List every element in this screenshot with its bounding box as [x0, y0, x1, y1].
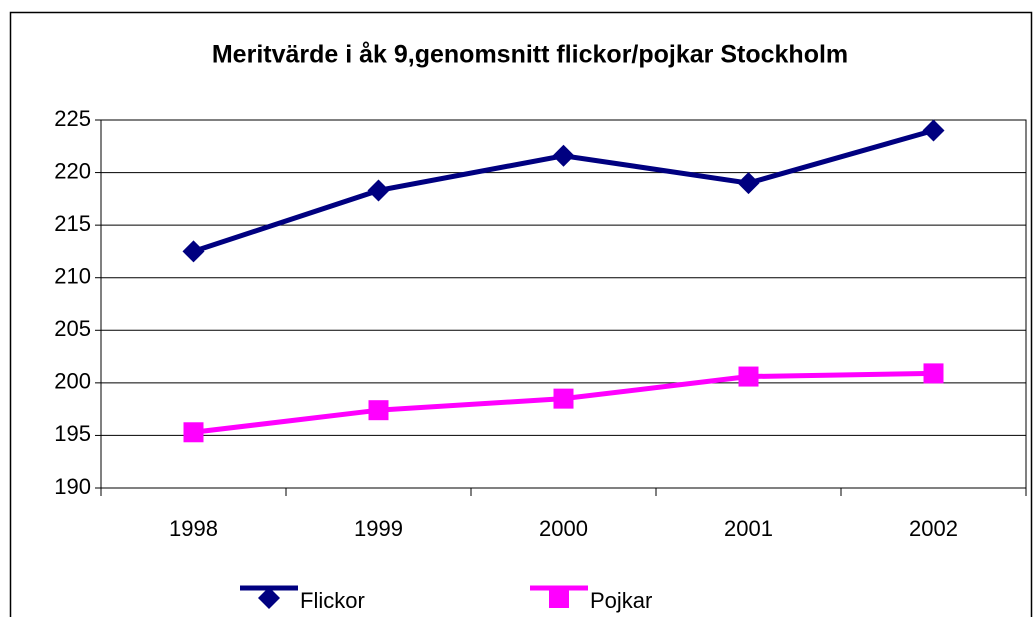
marker: [367, 179, 390, 202]
y-tick-label: 220: [54, 158, 91, 183]
x-tick-label: 1999: [354, 516, 403, 541]
y-tick-label: 215: [54, 211, 91, 236]
y-tick-label: 225: [54, 106, 91, 131]
marker: [549, 588, 569, 608]
marker: [738, 366, 759, 387]
y-tick-label: 195: [54, 421, 91, 446]
x-tick-label: 2000: [539, 516, 588, 541]
plot-area: [100, 119, 1027, 489]
chart-border: [9, 11, 1033, 617]
y-tick-label: 200: [54, 369, 91, 394]
chart-title: Meritvärde i åk 9,genomsnitt flickor/poj…: [212, 41, 848, 69]
marker: [922, 119, 945, 142]
x-tick-label: 2002: [909, 516, 958, 541]
x-tick-label: 2001: [724, 516, 773, 541]
legend-label: Flickor: [300, 588, 365, 613]
marker: [553, 388, 574, 409]
marker: [368, 400, 389, 421]
marker: [923, 363, 944, 384]
marker: [737, 172, 760, 195]
y-tick-label: 190: [54, 474, 91, 499]
marker: [552, 144, 575, 167]
legend-label: Pojkar: [590, 588, 652, 613]
x-tick-label: 1998: [169, 516, 218, 541]
marker: [258, 587, 280, 609]
y-tick-label: 205: [54, 316, 91, 341]
y-tick-label: 210: [54, 264, 91, 289]
marker: [182, 240, 205, 263]
marker: [183, 422, 204, 443]
